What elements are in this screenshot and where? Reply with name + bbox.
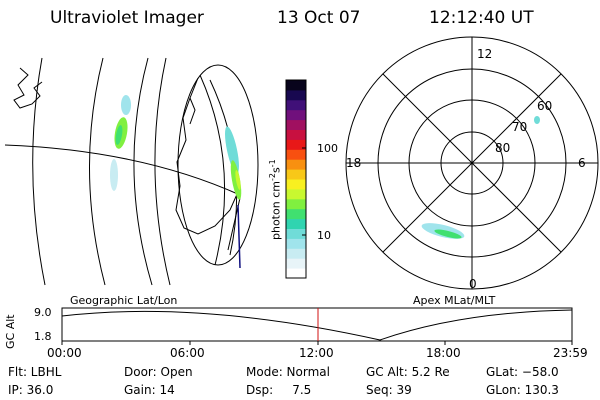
orbit-x-tick: 23:59 <box>553 346 588 360</box>
colorbar-swatch <box>286 129 306 140</box>
image-date: 13 Oct 07 <box>277 8 361 28</box>
orbit-y-tick-low: 1.8 <box>34 330 52 343</box>
orbit-y-tick-high: 9.0 <box>34 306 52 319</box>
orbit-plot <box>61 307 573 345</box>
status-ip: IP: 36.0 <box>8 383 54 397</box>
lat-label-80: 80 <box>495 141 510 155</box>
status-mode: Mode: Normal <box>246 365 330 379</box>
status-filter: Flt: LBHL <box>8 365 62 379</box>
mlt-label-18: 18 <box>346 156 361 170</box>
status-gc-alt: GC Alt: 5.2 Re <box>366 365 450 379</box>
mlt-label-6: 6 <box>578 156 586 170</box>
colorbar-swatch <box>286 218 306 229</box>
polar-plot <box>345 36 599 290</box>
status-gain: Gain: 14 <box>124 383 175 397</box>
colorbar-swatch <box>286 99 306 111</box>
colorbar-units-label: photon cm-2s-1 <box>268 159 283 240</box>
colorbar-swatch <box>286 149 306 160</box>
image-time: 12:12:40 UT <box>429 8 534 28</box>
colorbar-swatch <box>286 179 306 190</box>
status-door: Door: Open <box>124 365 193 379</box>
colorbar-swatch <box>286 198 306 210</box>
orbit-left-label: Geographic Lat/Lon <box>70 294 178 307</box>
colorbar-swatch <box>286 238 306 249</box>
colorbar-tick-100: 100 <box>317 142 338 155</box>
colorbar-swatch <box>286 89 306 101</box>
orbit-x-tick: 06:00 <box>170 346 205 360</box>
colorbar-swatch <box>286 119 306 130</box>
status-seq: Seq: 39 <box>366 383 412 397</box>
colorbar-swatch <box>286 258 306 269</box>
colorbar-swatch <box>286 159 306 170</box>
colorbar-swatch <box>286 228 306 239</box>
orbit-x-tick: 00:00 <box>47 346 82 360</box>
orbit-right-label: Apex MLat/MLT <box>413 294 496 307</box>
lat-label-60: 60 <box>537 99 552 113</box>
status-glat: GLat: −58.0 <box>486 365 559 379</box>
colorbar-swatch <box>286 80 306 91</box>
colorbar-border <box>285 79 307 279</box>
mlt-label-0: 0 <box>469 277 477 291</box>
aurora-emission-left <box>110 95 242 269</box>
status-glon: GLon: 130.3 <box>486 383 559 397</box>
orbit-y-axis-label: GC Alt <box>4 314 17 349</box>
orbit-x-tick: 12:00 <box>299 346 334 360</box>
colorbar-swatch <box>286 188 306 200</box>
colorbar-swatch <box>286 268 306 279</box>
aurora-emission-polar <box>421 116 540 239</box>
lat-label-70: 70 <box>512 120 527 134</box>
colorbar-swatch <box>286 139 306 150</box>
orbit-x-tick: 18:00 <box>426 346 461 360</box>
colorbar-swatch <box>286 109 306 121</box>
status-dsp: Dsp: 7.5 <box>246 383 312 397</box>
colorbar <box>285 79 307 279</box>
colorbar-tick-10: 10 <box>317 229 331 242</box>
mlt-label-12: 12 <box>477 47 492 61</box>
geographic-map <box>4 57 259 286</box>
colorbar-swatch <box>286 208 306 220</box>
imager-title: Ultraviolet Imager <box>50 8 204 28</box>
colorbar-swatch <box>286 248 306 259</box>
colorbar-swatch <box>286 169 306 180</box>
